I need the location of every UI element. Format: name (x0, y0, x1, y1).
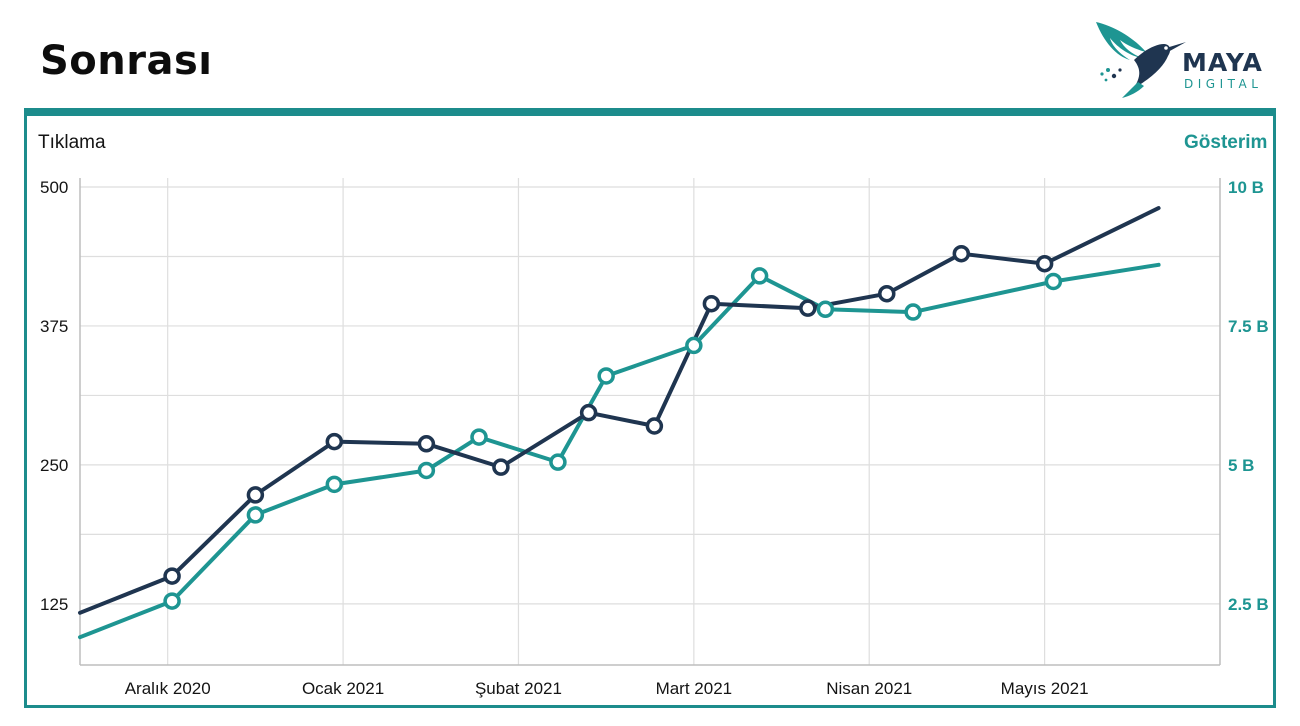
brand-logo: MAYA DIGITAL (1094, 20, 1284, 100)
data-point-tiklama (878, 284, 896, 303)
data-point-gosterim (549, 453, 567, 471)
y-tick-label: 250 (40, 456, 68, 475)
data-point-gosterim (904, 303, 922, 321)
series-line-gosterim (78, 262, 1161, 640)
data-point-tiklama (645, 417, 664, 435)
y-tick-label: 125 (40, 595, 68, 614)
data-point-tiklama (1035, 254, 1054, 273)
series-line-tiklama (78, 206, 1161, 615)
page-title: Sonrası (40, 38, 213, 84)
logo-subtitle: DIGITAL (1184, 77, 1263, 91)
y2-tick-label: 5 B (1228, 456, 1254, 475)
chart-frame (24, 108, 1276, 708)
data-point-gosterim (816, 300, 835, 319)
x-tick-label: Şubat 2021 (475, 679, 562, 698)
data-point-gosterim (750, 267, 769, 285)
right-axis-title: Gösterim (1184, 132, 1268, 153)
y2-tick-label: 10 B (1228, 178, 1264, 197)
data-point-gosterim (417, 461, 436, 480)
data-point-tiklama (702, 294, 721, 313)
data-point-gosterim (685, 336, 703, 355)
data-point-tiklama (246, 486, 265, 504)
data-point-gosterim (246, 506, 265, 524)
data-point-gosterim (470, 428, 488, 446)
data-point-tiklama (163, 567, 181, 585)
data-point-gosterim (597, 367, 615, 385)
data-point-tiklama (417, 435, 436, 453)
y-tick-label: 375 (40, 317, 68, 336)
data-point-gosterim (1044, 272, 1063, 291)
logo-name: MAYA (1182, 48, 1263, 77)
hummingbird-icon (1096, 22, 1186, 98)
data-point-gosterim (163, 592, 181, 610)
x-tick-label: Mayıs 2021 (1001, 679, 1089, 698)
x-tick-label: Mart 2021 (656, 679, 733, 698)
data-point-tiklama (325, 432, 344, 451)
x-tick-label: Nisan 2021 (826, 679, 912, 698)
left-axis-title: Tıklama (38, 132, 106, 153)
data-point-gosterim (325, 475, 344, 494)
data-point-tiklama (952, 244, 971, 263)
x-tick-label: Ocak 2021 (302, 679, 384, 698)
data-point-tiklama (799, 299, 817, 317)
y2-tick-label: 7.5 B (1228, 317, 1269, 336)
x-tick-label: Aralık 2020 (125, 679, 211, 698)
data-point-tiklama (579, 403, 598, 422)
data-point-tiklama (492, 458, 510, 476)
y2-tick-label: 2.5 B (1228, 595, 1269, 614)
y-tick-label: 500 (40, 178, 68, 197)
